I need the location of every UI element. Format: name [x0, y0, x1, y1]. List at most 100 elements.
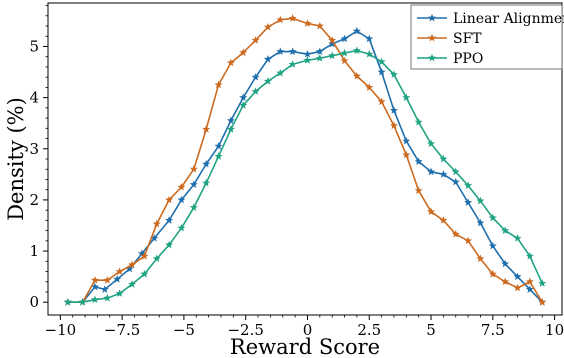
data-point	[165, 195, 174, 204]
data-point	[165, 240, 174, 249]
data-point	[214, 80, 223, 89]
data-point	[377, 97, 386, 106]
data-point	[402, 136, 411, 145]
data-point	[177, 195, 186, 204]
data-point	[525, 277, 534, 286]
data-point	[263, 55, 272, 63]
data-point	[303, 56, 312, 64]
x-tick-label: −2.5	[227, 321, 263, 339]
x-tick-label: 10	[545, 321, 564, 339]
data-point	[239, 101, 248, 109]
y-tick-label: 3	[29, 140, 39, 158]
data-point	[315, 47, 324, 55]
data-point	[439, 154, 448, 163]
data-point	[152, 219, 161, 228]
data-point	[352, 46, 361, 54]
data-point	[414, 157, 423, 165]
data-point	[501, 277, 510, 286]
data-point	[276, 47, 285, 55]
data-point	[189, 203, 198, 211]
data-point	[377, 67, 386, 76]
data-point	[140, 269, 149, 278]
data-point	[365, 49, 374, 58]
data-point	[427, 139, 436, 148]
data-point	[464, 181, 473, 189]
data-point	[128, 260, 137, 269]
y-tick-label: 1	[29, 242, 39, 260]
data-point	[414, 186, 423, 195]
x-tick-label: −10	[45, 321, 77, 339]
series-1	[63, 14, 547, 306]
legend: Linear Alignment SFT PPO	[410, 4, 564, 70]
data-point	[328, 36, 337, 44]
data-point	[177, 182, 186, 191]
data-point	[263, 22, 272, 31]
data-point	[352, 71, 361, 80]
data-point	[137, 249, 146, 258]
legend-label: SFT	[453, 31, 482, 47]
data-point	[365, 83, 374, 91]
legend-item: PPO	[417, 51, 483, 67]
data-point	[152, 254, 161, 263]
legend-label: PPO	[453, 51, 483, 67]
y-tick-label: 0	[29, 293, 39, 311]
x-tick-label: 0	[303, 321, 313, 339]
data-point	[377, 57, 386, 66]
data-point	[439, 216, 448, 224]
data-point	[340, 34, 349, 43]
data-point	[128, 280, 137, 288]
data-point	[365, 34, 374, 43]
data-point	[340, 56, 349, 65]
data-point	[402, 150, 411, 159]
data-point	[214, 152, 223, 160]
data-point	[125, 264, 134, 273]
data-point	[113, 275, 122, 283]
data-point	[389, 106, 398, 114]
data-point	[202, 159, 211, 168]
data-point	[501, 226, 510, 234]
x-axis-title: Reward Score	[230, 335, 380, 358]
data-point	[251, 36, 260, 44]
data-point	[202, 178, 211, 187]
data-point	[103, 276, 112, 284]
x-tick-label: 7.5	[481, 321, 505, 339]
data-point	[239, 48, 248, 57]
x-tick-label: −5	[173, 321, 195, 339]
x-tick-label: 2.5	[357, 321, 381, 339]
y-axis-title: Density (%)	[4, 97, 28, 221]
data-point	[476, 196, 485, 205]
data-point	[402, 93, 411, 102]
data-point	[389, 70, 398, 78]
data-point	[239, 93, 248, 102]
legend-marker	[428, 53, 436, 62]
data-point	[226, 58, 235, 67]
data-point	[103, 293, 112, 302]
data-point	[214, 142, 223, 150]
data-point	[115, 267, 124, 275]
y-tick-label: 5	[29, 37, 39, 55]
data-point	[90, 295, 99, 304]
series-layer	[63, 14, 547, 306]
data-point	[90, 282, 99, 291]
data-point	[389, 121, 398, 130]
data-point	[525, 251, 534, 260]
data-point	[276, 68, 285, 77]
data-point	[226, 125, 235, 133]
data-point	[288, 14, 297, 22]
data-point	[513, 234, 522, 242]
data-point	[340, 48, 349, 57]
axes-layer: −10 −7.5 −5 −2.5 0 2.5 5 7.5 10 0 1 2 3 4 5	[29, 2, 564, 339]
data-point	[488, 269, 497, 278]
series-0	[63, 26, 547, 306]
data-point	[439, 170, 448, 178]
data-point	[427, 167, 436, 176]
data-point	[476, 218, 485, 227]
legend-marker	[428, 13, 436, 22]
data-point	[189, 165, 198, 173]
data-point	[100, 285, 109, 293]
x-tick-label: 5	[426, 321, 436, 339]
y-tick-label: 2	[29, 191, 39, 209]
data-point	[140, 251, 149, 260]
data-point	[263, 77, 272, 85]
